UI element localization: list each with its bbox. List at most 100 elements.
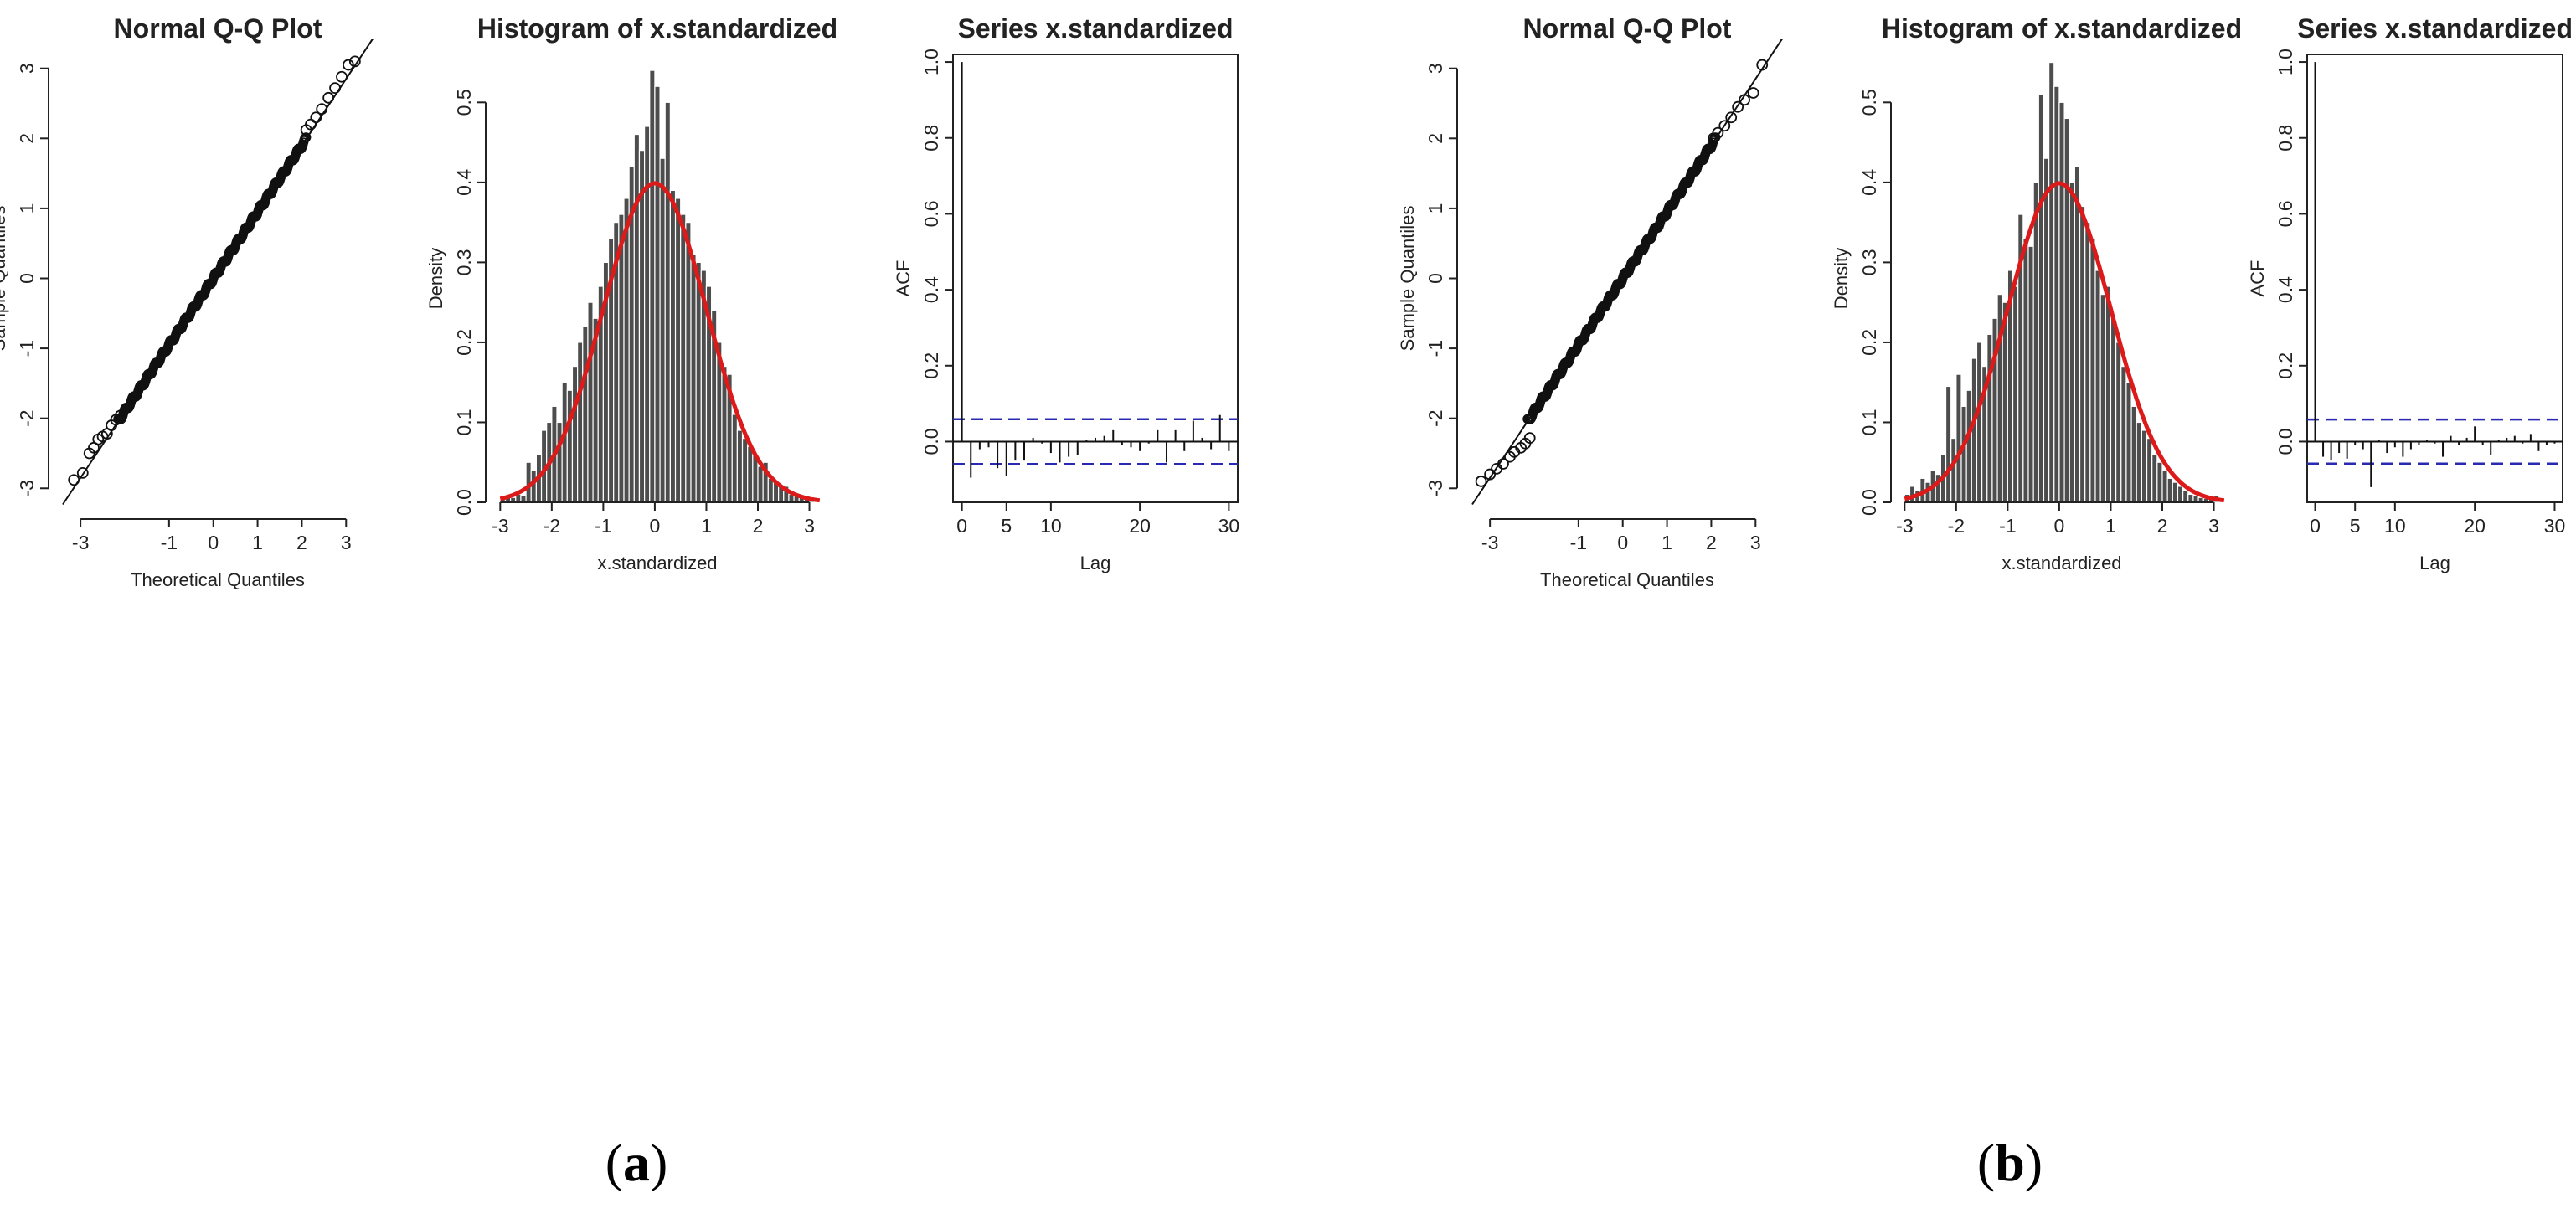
qq-plot-a-title: Normal Q-Q Plot bbox=[114, 13, 322, 44]
histogram-b-bar bbox=[2058, 101, 2065, 503]
histogram-a-bar bbox=[633, 133, 641, 503]
histogram-a-bar bbox=[644, 126, 651, 503]
histogram-a-bar bbox=[623, 198, 630, 503]
caption-letter-b: b bbox=[1995, 1133, 2025, 1192]
acf-plot-b-x-tick-label: 30 bbox=[2544, 515, 2566, 537]
qq-plot-a-point bbox=[301, 132, 312, 142]
qq-plot-a-x-tick-label: 0 bbox=[208, 532, 219, 553]
histogram-a-bar bbox=[690, 254, 697, 503]
histogram-b-y-tick-label: 0.0 bbox=[1858, 489, 1880, 516]
histogram-b-bar bbox=[1945, 385, 1952, 503]
histogram-b-bar bbox=[2110, 317, 2117, 503]
acf-plot-b-y-tick-label: 0.6 bbox=[2275, 200, 2296, 227]
histogram-b-bar bbox=[2141, 429, 2148, 503]
histogram-a-x-tick-label: -1 bbox=[595, 515, 611, 537]
histogram-a-bar bbox=[556, 421, 563, 503]
histogram-a-bar bbox=[638, 150, 646, 503]
qq-plot-b-points bbox=[1475, 59, 1769, 487]
histogram-b-bar bbox=[2105, 285, 2112, 503]
qq-plot-b-x-tick-label: 2 bbox=[1706, 532, 1717, 553]
histogram-a-bar bbox=[685, 222, 692, 503]
qq-plot-a-point bbox=[348, 55, 361, 68]
histogram-b-bar bbox=[1986, 333, 1993, 503]
panel-b: -3 -1 0 1 2 3 -3 -2 -1 0 1 2 3 Normal Q-Q Plot Theoret… bbox=[1397, 13, 2573, 590]
histogram-a-bar bbox=[664, 101, 671, 503]
qq-plot-b-point bbox=[1718, 120, 1731, 132]
acf-plot-b-x-tick-label: 10 bbox=[2384, 515, 2406, 537]
qq-plot-b-x-tick-label: -1 bbox=[1570, 532, 1587, 553]
qq-plot-a-point bbox=[310, 111, 322, 124]
qq-plot-a-y-tick-label: 3 bbox=[16, 63, 38, 74]
histogram-b-bar bbox=[1960, 405, 1967, 503]
acf-plot-a-y-tick-label: 1.0 bbox=[920, 49, 942, 75]
qq-plot-a-point bbox=[343, 59, 354, 71]
qq-plot-b-y-tick-label: 1 bbox=[1425, 203, 1446, 214]
acf-plot-b-x-tick-label: 0 bbox=[2310, 515, 2321, 537]
histogram-b-bar bbox=[2063, 117, 2070, 503]
histogram-a-bar bbox=[680, 213, 687, 503]
histogram-b-bar bbox=[2182, 490, 2189, 503]
acf-plot-a-spikes bbox=[961, 62, 1230, 478]
qq-plot-a-y-tick-label: -3 bbox=[16, 480, 38, 496]
histogram-b-bar bbox=[2099, 294, 2106, 503]
histogram-b-y-tick-label: 0.2 bbox=[1858, 329, 1880, 356]
acf-plot-b-x-tick-label: 5 bbox=[2350, 515, 2361, 537]
caption-label-b: (b) bbox=[1977, 1133, 2043, 1192]
acf-plot-a-y-tick-label: 0.0 bbox=[920, 428, 942, 455]
histogram-a-x-tick-label: 3 bbox=[804, 515, 815, 537]
qq-plot-a-point bbox=[68, 474, 80, 486]
acf-plot-a-x-tick-label: 5 bbox=[1001, 515, 1012, 537]
acf-plot-a-plot-frame bbox=[952, 54, 1239, 503]
histogram-a-bar bbox=[741, 437, 749, 503]
histogram-b-bar bbox=[2094, 270, 2101, 503]
qq-plot-a-y-tick-label: -1 bbox=[16, 340, 38, 357]
histogram-a-x-label: x.standardized bbox=[597, 553, 717, 573]
histogram-b-bar bbox=[2115, 342, 2122, 503]
qq-plot-a-y-label: Sample Quantiles bbox=[0, 206, 9, 352]
acf-plot-a-y-tick-label: 0.4 bbox=[920, 276, 942, 303]
histogram-b-x-tick-label: -2 bbox=[1948, 515, 1965, 537]
qq-plot-a-point bbox=[76, 466, 89, 479]
histogram-b-bar bbox=[2125, 382, 2132, 503]
histogram-a-bar bbox=[767, 477, 775, 503]
qq-plot-a-x-tick-label: 2 bbox=[296, 532, 307, 553]
qq-plot-b-point bbox=[1523, 432, 1536, 444]
qq-plot-b-point bbox=[1712, 126, 1724, 139]
qq-plot-a-y-tick-label: -2 bbox=[16, 409, 38, 426]
histogram-b-y-tick-label: 0.5 bbox=[1858, 89, 1880, 116]
acf-plot-b-y-tick-label: 0.8 bbox=[2275, 125, 2296, 152]
histogram-a-bar bbox=[618, 213, 625, 503]
histogram-b-bar bbox=[2130, 405, 2137, 503]
acf-plot-a-x-tick-label: 20 bbox=[1129, 515, 1151, 537]
histogram-b-x-tick-label: 1 bbox=[2105, 515, 2116, 537]
qq-plot-a-point bbox=[336, 70, 348, 83]
panel-a: -3 -1 0 1 2 3 -3 -2 -1 0 1 2 3 Normal Q-Q Plot Theoret… bbox=[0, 13, 1239, 590]
histogram-a-x-tick-label: -2 bbox=[544, 515, 560, 537]
histogram-b-bar bbox=[2120, 365, 2127, 503]
histogram-a-bar bbox=[577, 342, 584, 503]
histogram-b-bar bbox=[2151, 454, 2158, 503]
qq-plot-b-x-label: Theoretical Quantiles bbox=[1540, 569, 1714, 590]
qq-plot-b-y-tick-label: -1 bbox=[1425, 340, 1446, 357]
acf-plot-a-x-tick-label: 0 bbox=[956, 515, 967, 537]
qq-plot-a-point bbox=[114, 409, 126, 422]
histogram-b-bar bbox=[2074, 166, 2081, 503]
qq-plot-a-y-tick-label: 0 bbox=[16, 273, 38, 284]
histogram-b-title: Histogram of x.standardized bbox=[1882, 13, 2242, 44]
histogram-a: -3 -2 -1 0 1 2 3 0.0 0.1 0.2 0.3 0.4 0.5 Histogram of… bbox=[425, 13, 837, 573]
acf-plot-a: 0 5 10 20 30 0.0 0.2 0.4 0.6 0.8 1.0 Series x.stand… bbox=[893, 13, 1239, 573]
histogram-b-bar bbox=[2187, 493, 2194, 503]
qq-plot-b-x-tick-label: -3 bbox=[1481, 532, 1498, 553]
histogram-a-density-curve bbox=[499, 181, 821, 503]
histogram-a-y-label: Density bbox=[425, 248, 446, 309]
acf-plot-a-y-tick-label: 0.2 bbox=[920, 352, 942, 379]
acf-plot-b-y-label: ACF bbox=[2247, 260, 2268, 297]
histogram-a-bar bbox=[582, 326, 589, 503]
histogram-b-x-tick-label: -3 bbox=[1896, 515, 1913, 537]
qq-plot-b-point bbox=[1739, 94, 1750, 106]
acf-plot-b-y-tick-label: 0.2 bbox=[2275, 352, 2296, 379]
histogram-a-x-tick-label: 0 bbox=[650, 515, 661, 537]
histogram-a-y-tick-label: 0.3 bbox=[453, 249, 475, 275]
histogram-a-bar bbox=[669, 189, 677, 503]
